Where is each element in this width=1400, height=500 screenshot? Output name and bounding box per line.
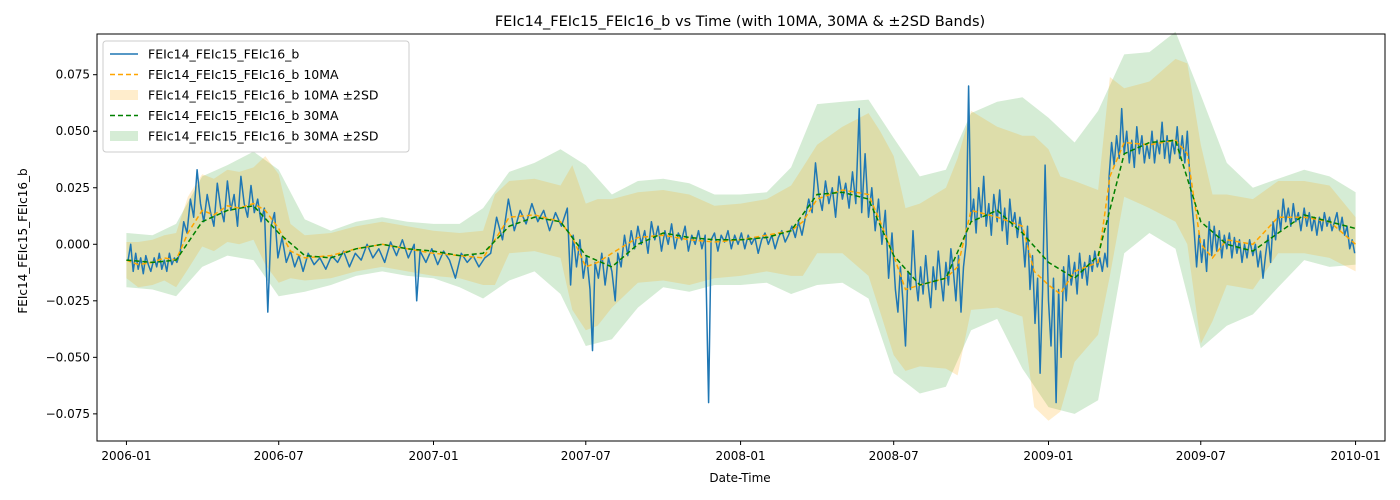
y-axis-label: FEIc14_FEIc15_FEIc16_b bbox=[16, 168, 30, 313]
y-tick-label: 0.000 bbox=[56, 237, 90, 251]
x-tick-label: 2006-01 bbox=[101, 449, 151, 463]
y-tick-label: −0.025 bbox=[46, 294, 90, 308]
legend-swatch bbox=[110, 90, 138, 100]
x-axis: 2006-01 2006-07 2007-01 2007-07 2008-01 2008-… bbox=[101, 441, 1381, 463]
y-tick-label: −0.075 bbox=[46, 407, 90, 421]
legend-label: FEIc14_FEIc15_FEIc16_b 30MA bbox=[148, 108, 339, 123]
legend: FEIc14_FEIc15_FEIc16_b FEIc14_FEIc15_FEIc… bbox=[102, 40, 410, 153]
legend-label: FEIc14_FEIc15_FEIc16_b bbox=[148, 47, 299, 62]
y-axis: −0.075 −0.050 −0.025 0.000 0.025 0.050 0.075 bbox=[46, 68, 97, 421]
raw-series-layer bbox=[127, 85, 1356, 404]
x-tick-label: 2007-07 bbox=[561, 449, 611, 463]
chart-title: FEIc14_FEIc15_FEIc16_b vs Time (with 10M… bbox=[495, 14, 985, 30]
x-axis-label: Date-Time bbox=[709, 471, 770, 485]
x-tick-label: 2008-07 bbox=[869, 449, 919, 463]
ma30-band-layer bbox=[126, 31, 1356, 414]
legend-box bbox=[102, 40, 410, 153]
x-tick-label: 2007-01 bbox=[408, 449, 458, 463]
ma30-line bbox=[126, 139, 1356, 286]
x-tick-label: 2010-01 bbox=[1330, 449, 1380, 463]
ma30-band bbox=[126, 31, 1356, 414]
ma30-line-layer bbox=[126, 139, 1356, 286]
x-tick-label: 2009-01 bbox=[1023, 449, 1073, 463]
y-tick-label: 0.050 bbox=[56, 124, 90, 138]
legend-label: FEIc14_FEIc15_FEIc16_b 10MA ±2SD bbox=[148, 88, 379, 103]
x-tick-label: 2009-07 bbox=[1176, 449, 1226, 463]
legend-label: FEIc14_FEIc15_FEIc16_b 10MA bbox=[148, 67, 339, 82]
plot-area bbox=[126, 31, 1357, 421]
y-tick-label: −0.050 bbox=[46, 350, 90, 364]
x-tick-label: 2008-01 bbox=[716, 449, 766, 463]
raw-series-line bbox=[127, 85, 1356, 404]
legend-label: FEIc14_FEIc15_FEIc16_b 30MA ±2SD bbox=[148, 129, 379, 144]
x-tick-label: 2006-07 bbox=[254, 449, 304, 463]
y-tick-label: 0.025 bbox=[56, 181, 90, 195]
y-tick-label: 0.075 bbox=[56, 68, 90, 82]
legend-swatch bbox=[110, 131, 138, 141]
